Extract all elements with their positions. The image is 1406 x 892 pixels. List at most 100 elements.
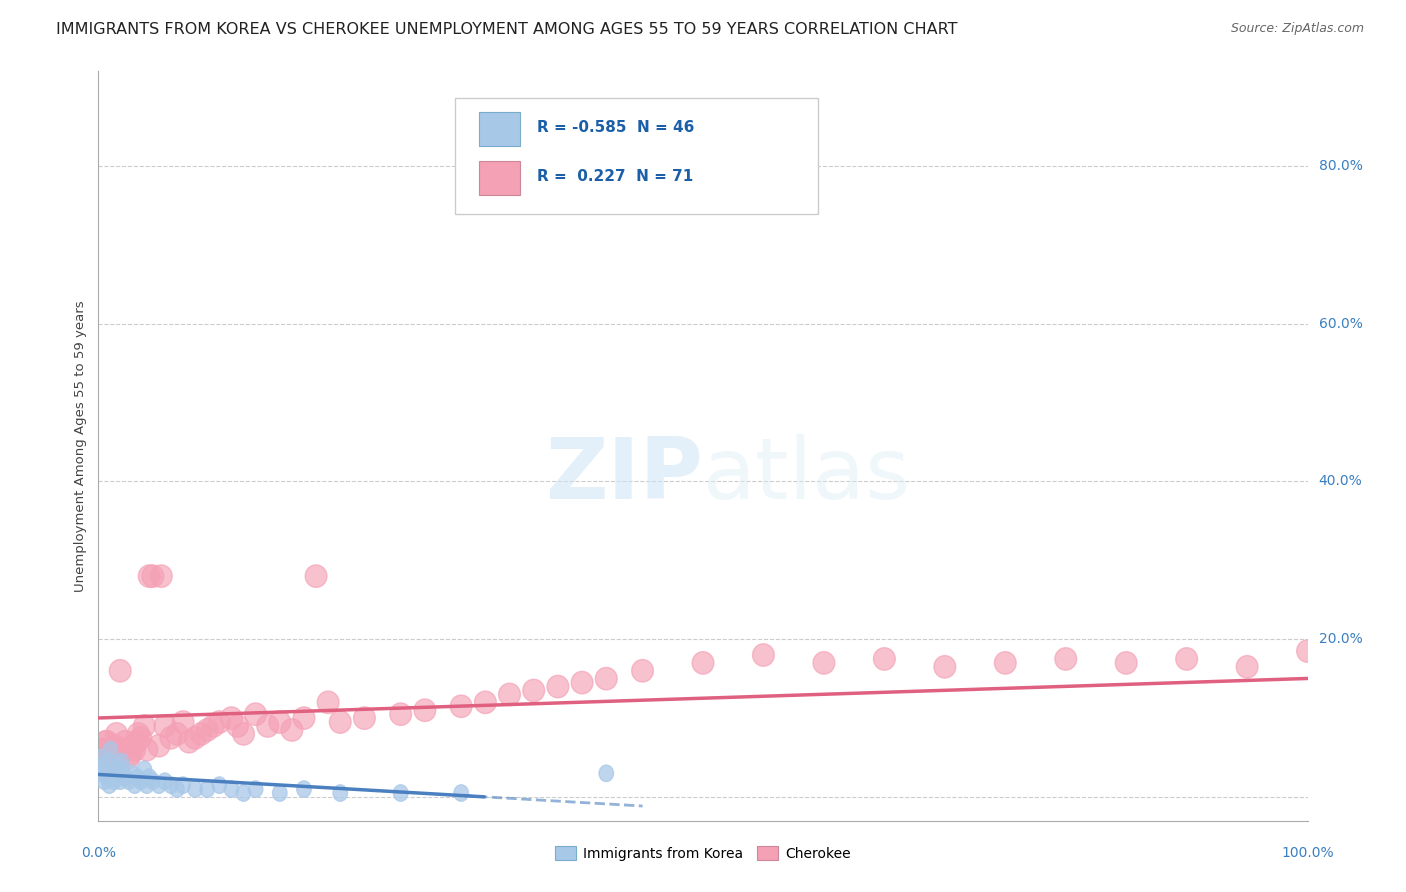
Ellipse shape: [118, 747, 139, 769]
Ellipse shape: [281, 719, 302, 741]
Ellipse shape: [599, 765, 613, 781]
Ellipse shape: [96, 731, 118, 753]
Text: IMMIGRANTS FROM KOREA VS CHEROKEE UNEMPLOYMENT AMONG AGES 55 TO 59 YEARS CORRELA: IMMIGRANTS FROM KOREA VS CHEROKEE UNEMPL…: [56, 22, 957, 37]
Ellipse shape: [103, 734, 125, 757]
Ellipse shape: [134, 714, 155, 737]
Ellipse shape: [994, 652, 1017, 674]
Ellipse shape: [249, 780, 263, 797]
Ellipse shape: [190, 723, 212, 745]
Ellipse shape: [474, 691, 496, 714]
Ellipse shape: [110, 659, 131, 682]
Ellipse shape: [118, 769, 132, 786]
Ellipse shape: [170, 780, 184, 797]
Ellipse shape: [163, 777, 179, 793]
Ellipse shape: [934, 656, 956, 678]
Ellipse shape: [94, 749, 108, 766]
Ellipse shape: [224, 780, 239, 797]
Ellipse shape: [107, 773, 121, 789]
FancyBboxPatch shape: [456, 97, 818, 214]
Ellipse shape: [103, 777, 117, 793]
Ellipse shape: [108, 761, 122, 778]
Ellipse shape: [129, 769, 145, 786]
Ellipse shape: [128, 723, 149, 745]
Ellipse shape: [103, 750, 124, 772]
Text: 100.0%: 100.0%: [1281, 846, 1334, 860]
Ellipse shape: [121, 773, 136, 789]
Text: 20.0%: 20.0%: [1319, 632, 1362, 646]
Ellipse shape: [305, 565, 328, 587]
Ellipse shape: [142, 565, 163, 587]
Ellipse shape: [197, 719, 218, 741]
Ellipse shape: [179, 731, 200, 753]
Ellipse shape: [1054, 648, 1077, 670]
Ellipse shape: [114, 731, 136, 753]
Ellipse shape: [631, 659, 654, 682]
Ellipse shape: [124, 739, 146, 761]
Ellipse shape: [110, 769, 124, 786]
Ellipse shape: [547, 675, 569, 698]
Ellipse shape: [499, 683, 520, 706]
Ellipse shape: [146, 773, 160, 789]
Ellipse shape: [127, 731, 148, 753]
Ellipse shape: [166, 723, 188, 745]
Ellipse shape: [157, 773, 172, 789]
Ellipse shape: [200, 780, 215, 797]
Ellipse shape: [202, 714, 224, 737]
Ellipse shape: [138, 565, 160, 587]
Ellipse shape: [450, 695, 472, 717]
Ellipse shape: [333, 785, 347, 801]
Ellipse shape: [105, 723, 128, 745]
Text: R = -0.585  N = 46: R = -0.585 N = 46: [537, 120, 695, 135]
Ellipse shape: [111, 765, 127, 781]
Ellipse shape: [413, 699, 436, 722]
Ellipse shape: [111, 757, 125, 773]
Ellipse shape: [873, 648, 896, 670]
Ellipse shape: [184, 727, 207, 749]
Ellipse shape: [329, 711, 352, 733]
Legend: Immigrants from Korea, Cherokee: Immigrants from Korea, Cherokee: [550, 840, 856, 866]
Ellipse shape: [188, 780, 202, 797]
Ellipse shape: [139, 777, 155, 793]
Ellipse shape: [103, 741, 118, 758]
Ellipse shape: [94, 731, 117, 753]
Ellipse shape: [134, 773, 148, 789]
Ellipse shape: [269, 711, 291, 733]
Ellipse shape: [94, 758, 115, 780]
Ellipse shape: [297, 780, 311, 797]
Ellipse shape: [752, 644, 775, 666]
Ellipse shape: [273, 785, 287, 801]
Ellipse shape: [120, 742, 142, 764]
Ellipse shape: [98, 761, 112, 778]
Ellipse shape: [97, 773, 111, 789]
Ellipse shape: [100, 769, 114, 786]
Ellipse shape: [94, 765, 110, 781]
Ellipse shape: [245, 703, 267, 725]
Ellipse shape: [1175, 648, 1198, 670]
Text: 80.0%: 80.0%: [1319, 159, 1362, 173]
Y-axis label: Unemployment Among Ages 55 to 59 years: Unemployment Among Ages 55 to 59 years: [75, 301, 87, 591]
Ellipse shape: [176, 777, 190, 793]
Ellipse shape: [105, 765, 120, 781]
Text: Source: ZipAtlas.com: Source: ZipAtlas.com: [1230, 22, 1364, 36]
Ellipse shape: [111, 739, 134, 761]
Ellipse shape: [394, 785, 408, 801]
Ellipse shape: [129, 727, 152, 749]
Ellipse shape: [292, 706, 315, 730]
Ellipse shape: [236, 785, 250, 801]
FancyBboxPatch shape: [479, 112, 520, 146]
Ellipse shape: [155, 714, 176, 737]
Ellipse shape: [108, 747, 129, 769]
Ellipse shape: [100, 742, 121, 764]
Ellipse shape: [692, 652, 714, 674]
Ellipse shape: [212, 777, 226, 793]
Ellipse shape: [523, 680, 544, 702]
Ellipse shape: [96, 757, 111, 773]
Ellipse shape: [115, 761, 129, 778]
Ellipse shape: [90, 747, 111, 769]
Ellipse shape: [148, 734, 170, 757]
Ellipse shape: [125, 765, 139, 781]
Ellipse shape: [1296, 640, 1319, 662]
Ellipse shape: [152, 777, 166, 793]
Ellipse shape: [318, 691, 339, 714]
Text: 40.0%: 40.0%: [1319, 475, 1362, 489]
